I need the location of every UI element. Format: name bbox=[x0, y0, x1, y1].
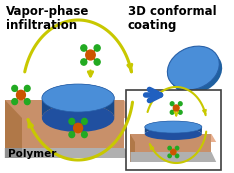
Text: Vapor-phase
infiltration: Vapor-phase infiltration bbox=[6, 5, 89, 32]
Text: 3D conformal
coating: 3D conformal coating bbox=[128, 5, 216, 32]
Circle shape bbox=[170, 102, 174, 106]
Circle shape bbox=[69, 118, 75, 124]
Circle shape bbox=[168, 154, 171, 158]
Circle shape bbox=[24, 99, 30, 105]
Polygon shape bbox=[5, 100, 141, 118]
Circle shape bbox=[179, 110, 182, 114]
Circle shape bbox=[12, 99, 18, 105]
Circle shape bbox=[94, 59, 100, 65]
Ellipse shape bbox=[42, 104, 114, 132]
Polygon shape bbox=[145, 121, 202, 134]
Ellipse shape bbox=[145, 121, 202, 133]
Circle shape bbox=[69, 132, 75, 138]
Polygon shape bbox=[131, 134, 135, 162]
Polygon shape bbox=[5, 100, 22, 158]
Circle shape bbox=[173, 105, 179, 111]
Polygon shape bbox=[5, 100, 124, 158]
Circle shape bbox=[171, 149, 176, 155]
Circle shape bbox=[82, 118, 87, 124]
Circle shape bbox=[24, 85, 30, 91]
Circle shape bbox=[170, 110, 174, 114]
Ellipse shape bbox=[167, 46, 219, 90]
Circle shape bbox=[17, 90, 26, 100]
Polygon shape bbox=[131, 134, 212, 162]
Circle shape bbox=[74, 123, 83, 133]
Polygon shape bbox=[42, 84, 114, 118]
Circle shape bbox=[94, 45, 100, 51]
Circle shape bbox=[176, 146, 179, 150]
Circle shape bbox=[176, 154, 179, 158]
Bar bbox=[126, 90, 221, 170]
Polygon shape bbox=[5, 148, 141, 158]
Ellipse shape bbox=[42, 84, 114, 112]
Ellipse shape bbox=[170, 50, 222, 94]
Circle shape bbox=[12, 85, 18, 91]
Circle shape bbox=[168, 146, 171, 150]
Polygon shape bbox=[131, 134, 216, 142]
Polygon shape bbox=[131, 152, 216, 162]
Polygon shape bbox=[5, 148, 22, 158]
Circle shape bbox=[82, 132, 87, 138]
Circle shape bbox=[179, 102, 182, 106]
Circle shape bbox=[86, 50, 95, 60]
Ellipse shape bbox=[145, 128, 202, 140]
Circle shape bbox=[81, 59, 87, 65]
Text: Polymer: Polymer bbox=[8, 149, 56, 159]
Circle shape bbox=[81, 45, 87, 51]
